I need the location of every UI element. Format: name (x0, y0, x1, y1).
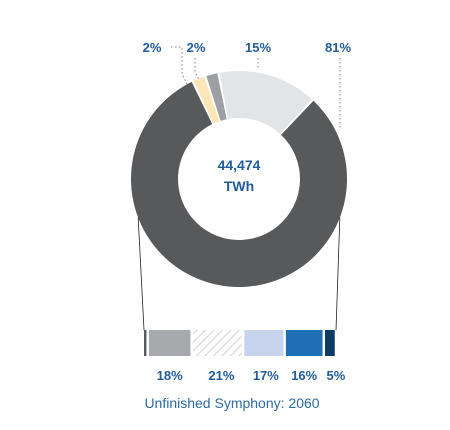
donut-label-3: 15% (245, 40, 271, 55)
donut-slice-3 (219, 71, 312, 134)
leader-lines (137, 217, 341, 331)
bar-segment-1 (148, 330, 191, 356)
donut-label-leader-1 (171, 46, 189, 87)
donut-center-unit: TWh (224, 178, 254, 194)
donut-slice-1 (193, 76, 220, 124)
donut-slice-2 (206, 73, 227, 121)
bar-label-2: 21% (208, 368, 234, 383)
bar-segment-2 (192, 330, 242, 356)
donut-center-value: 44,474 (218, 157, 261, 173)
bar-segment-0 (144, 330, 147, 356)
bar-segment-3 (244, 330, 284, 356)
donut-slice-0 (131, 81, 348, 288)
bar-label-5: 5% (326, 368, 345, 383)
bar-label-1: 18% (157, 368, 183, 383)
donut-label-0: 81% (325, 40, 351, 55)
connector-left (137, 217, 145, 331)
connector-right (335, 217, 341, 331)
donut-label-2: 2% (187, 40, 206, 55)
donut-label-1: 2% (143, 40, 162, 55)
bar-segment-4 (285, 330, 323, 356)
stacked-bar: 18% 21% 17% 16% 5% (144, 330, 346, 383)
donut-chart: 81% 2% 2% 15% (131, 40, 351, 288)
bar-label-4: 16% (291, 368, 317, 383)
bar-segment-5 (325, 330, 335, 356)
donut-label-leader-2 (194, 58, 200, 81)
caption: Unfinished Symphony: 2060 (144, 395, 319, 411)
bar-label-3: 17% (253, 368, 279, 383)
